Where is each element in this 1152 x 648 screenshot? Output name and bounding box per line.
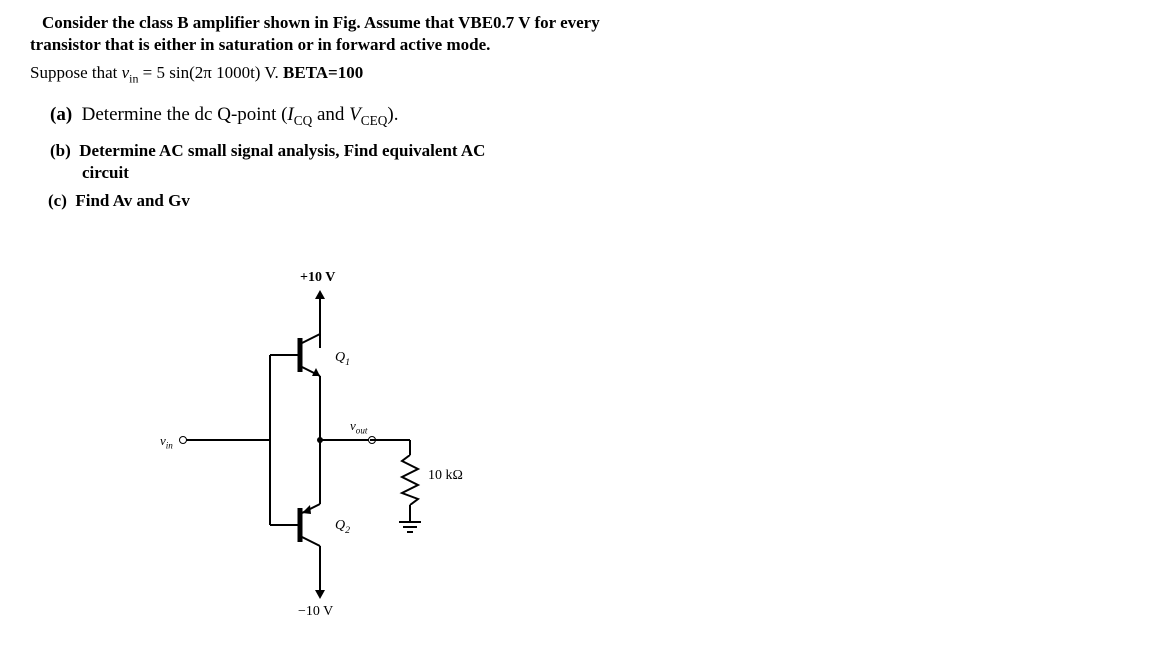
part-b-line2: circuit bbox=[82, 162, 129, 185]
icq-sub: CQ bbox=[294, 113, 312, 128]
part-a-text: Determine the dc Q-point ( bbox=[82, 104, 288, 125]
part-c-text: Find Av and Gv bbox=[75, 191, 189, 210]
resistor-rl-icon bbox=[399, 455, 421, 505]
part-b-tag: (b) bbox=[50, 141, 71, 160]
vee-label: −10 V bbox=[298, 604, 333, 620]
q2-Q: Q bbox=[335, 518, 345, 533]
q2-label: Q2 bbox=[335, 518, 350, 536]
problem-line1: Consider the class B amplifier shown in … bbox=[42, 12, 600, 35]
suppose-eq: = 5 sin(2π 1000t) V. bbox=[138, 63, 283, 82]
vin-label: vin bbox=[160, 433, 173, 451]
part-b-text1: Determine AC small signal analysis, Find… bbox=[79, 141, 485, 160]
wire-vee bbox=[319, 558, 321, 590]
q1-Q: Q bbox=[335, 350, 345, 365]
wire-vout bbox=[320, 439, 370, 441]
part-a: (a) Determine the dc Q-point (ICQ and VC… bbox=[50, 102, 398, 130]
circuit-diagram: +10 V Q1 vout 10 kΩ bbox=[170, 290, 570, 640]
part-c-tag: (c) bbox=[48, 191, 67, 210]
suppose-line: Suppose that vin = 5 sin(2π 1000t) V. BE… bbox=[30, 62, 363, 86]
beta-label: BETA=100 bbox=[283, 63, 363, 82]
q1-npn-icon bbox=[270, 320, 340, 390]
vin-sub: in bbox=[166, 441, 173, 451]
q1-label: Q1 bbox=[335, 350, 350, 368]
rl-value: 10 kΩ bbox=[428, 468, 463, 484]
wire-rl-top bbox=[409, 440, 411, 455]
arrow-down-icon bbox=[315, 590, 325, 599]
vout-sub: out bbox=[356, 426, 368, 436]
vceq-sub: CEQ bbox=[361, 113, 388, 128]
wire-rl-in bbox=[370, 439, 410, 441]
q2-sub: 2 bbox=[345, 525, 350, 536]
vout-label: vout bbox=[350, 418, 367, 436]
part-a-tag: (a) bbox=[50, 104, 72, 125]
part-a-and: and bbox=[312, 104, 349, 125]
vin-terminal bbox=[179, 436, 187, 444]
vcc-label: +10 V bbox=[300, 270, 335, 286]
ground-icon bbox=[397, 518, 423, 536]
q1-sub: 1 bbox=[345, 357, 350, 368]
wire-vin bbox=[185, 439, 270, 441]
part-b: (b) Determine AC small signal analysis, … bbox=[50, 140, 485, 163]
q2-pnp-icon bbox=[270, 490, 340, 560]
vceq-V: V bbox=[349, 104, 361, 125]
suppose-prefix: Suppose that bbox=[30, 63, 122, 82]
problem-line2: transistor that is either in saturation … bbox=[30, 34, 490, 57]
wire-q1e bbox=[319, 388, 321, 440]
part-a-close: ). bbox=[387, 104, 398, 125]
wire-q2e bbox=[319, 440, 321, 492]
part-c: (c) Find Av and Gv bbox=[48, 190, 190, 213]
